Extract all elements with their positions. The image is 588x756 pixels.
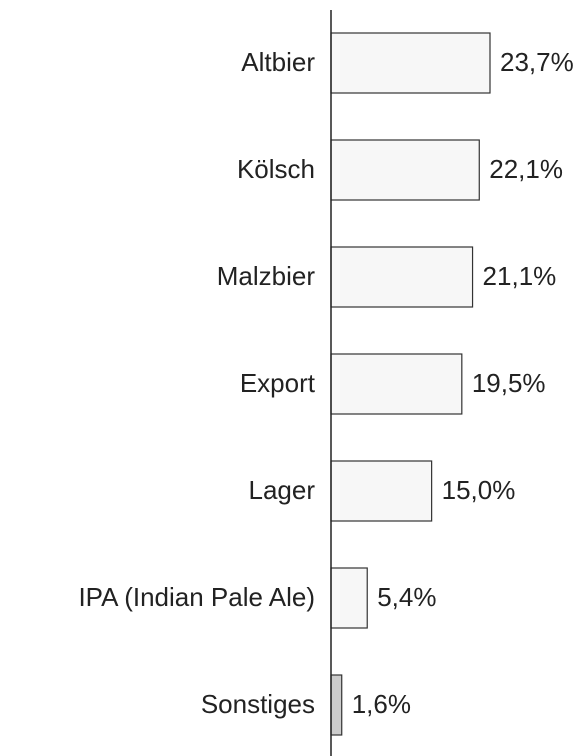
category-label: Lager [249, 475, 316, 505]
bar [330, 32, 491, 94]
category-label: Export [240, 368, 316, 398]
value-label: 22,1% [489, 154, 563, 184]
bar [330, 567, 368, 629]
bar [330, 460, 433, 522]
category-label: Kölsch [237, 154, 315, 184]
value-label: 19,5% [472, 368, 546, 398]
bar [330, 139, 480, 201]
value-label: 5,4% [377, 582, 436, 612]
value-label: 21,1% [483, 261, 557, 291]
value-label: 15,0% [442, 475, 516, 505]
bar [330, 353, 463, 415]
category-label: IPA (Indian Pale Ale) [78, 582, 315, 612]
value-label: 1,6% [352, 689, 411, 719]
category-label: Sonstiges [201, 689, 315, 719]
category-label: Altbier [241, 47, 315, 77]
bar [330, 674, 343, 736]
category-label: Malzbier [217, 261, 316, 291]
bar [330, 246, 474, 308]
value-label: 23,7% [500, 47, 574, 77]
